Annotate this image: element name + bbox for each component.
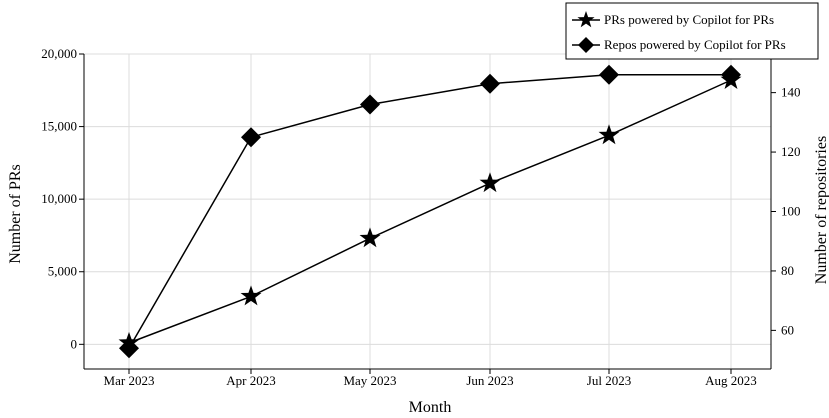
y-tick-label: 10,000 bbox=[41, 191, 77, 206]
star-point bbox=[479, 172, 501, 193]
y2-tick-label: 120 bbox=[781, 144, 801, 159]
star-point bbox=[118, 331, 140, 352]
series-line-diamond bbox=[128, 74, 731, 349]
y2-tick-label: 100 bbox=[781, 204, 801, 219]
y-tick-label: 0 bbox=[71, 336, 78, 351]
y2-tick-label: 60 bbox=[781, 322, 794, 337]
star-point bbox=[720, 69, 742, 90]
legend-box bbox=[565, 2, 819, 60]
series-line-star bbox=[128, 79, 732, 344]
diamond-point bbox=[480, 73, 500, 94]
x-tick-label: Mar 2023 bbox=[104, 373, 155, 388]
diamond-point bbox=[241, 127, 261, 148]
y2-tick-label: 80 bbox=[781, 263, 794, 278]
x-tick-label: Aug 2023 bbox=[705, 373, 757, 388]
diamond-point bbox=[599, 64, 619, 85]
x-tick-label: Jun 2023 bbox=[466, 373, 513, 388]
x-tick-label: Jul 2023 bbox=[587, 373, 631, 388]
left-axis-ticks: 0 5,000 10,000 15,000 20,000 bbox=[41, 46, 84, 351]
y-tick-label: 15,000 bbox=[41, 119, 77, 134]
y2-tick-label: 140 bbox=[781, 85, 801, 100]
diamond-point bbox=[360, 94, 380, 115]
legend-marker-star bbox=[577, 11, 595, 28]
right-axis-ticks: 60 80 100 120 140 bbox=[771, 85, 801, 337]
legend-label: PRs powered by Copilot for PRs bbox=[604, 12, 774, 27]
x-axis-ticks: Mar 2023 Apr 2023 May 2023 Jun 2023 Jul 2023… bbox=[104, 369, 757, 388]
y-axis-title: Number of PRs bbox=[7, 164, 24, 264]
x-axis-title: Month bbox=[409, 399, 452, 416]
y-tick-label: 5,000 bbox=[48, 264, 77, 279]
series-group bbox=[118, 64, 742, 359]
star-point bbox=[598, 124, 620, 145]
y2-axis-title: Number of repositories bbox=[813, 136, 829, 284]
star-point bbox=[359, 227, 381, 248]
x-tick-label: May 2023 bbox=[343, 373, 396, 388]
legend-label: Repos powered by Copilot for PRs bbox=[604, 37, 786, 52]
legend-marker-diamond bbox=[578, 37, 594, 53]
y-tick-label: 20,000 bbox=[41, 46, 77, 61]
legend: PRs powered by Copilot for PRs Repos powe… bbox=[565, 2, 819, 60]
star-point bbox=[240, 285, 262, 306]
x-tick-label: Apr 2023 bbox=[226, 373, 275, 388]
